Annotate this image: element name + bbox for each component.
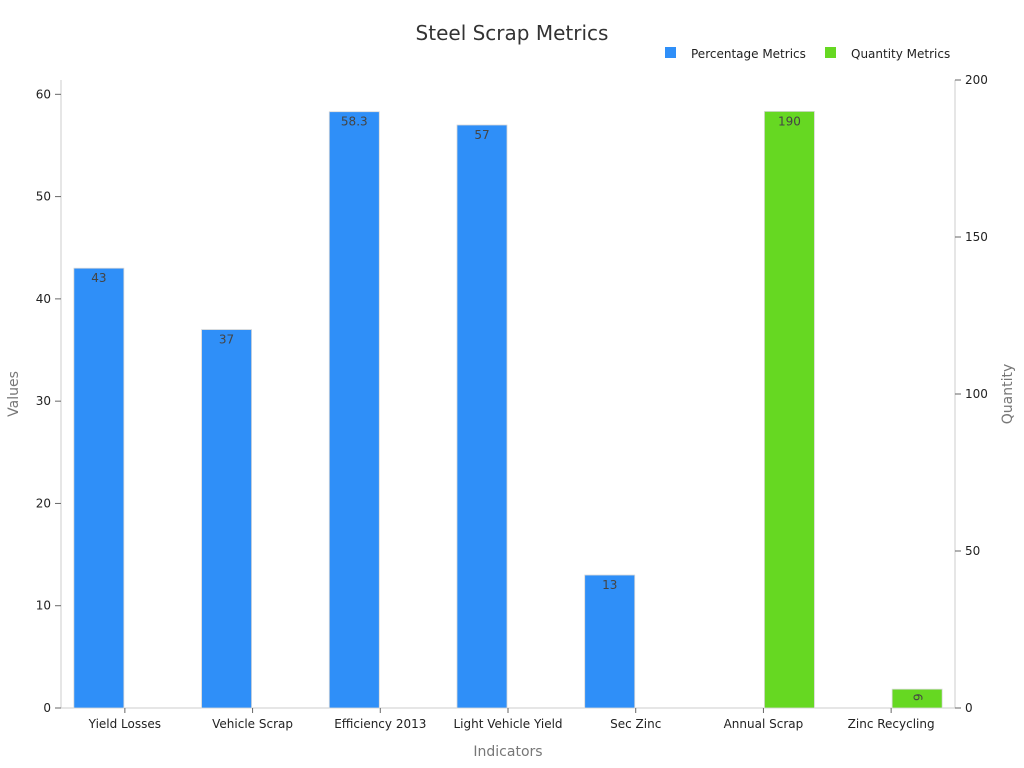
bar xyxy=(73,267,125,709)
x-tick-label: Vehicle Scrap xyxy=(212,717,293,731)
x-tick-label: Zinc Recycling xyxy=(848,717,935,731)
y2-tick-label: 150 xyxy=(965,230,988,244)
legend-swatch-percentage xyxy=(665,47,676,58)
y-tick-label: 60 xyxy=(36,87,51,101)
data-label: 6 xyxy=(911,693,925,701)
data-label: 13 xyxy=(602,578,617,592)
y-tick-label: 50 xyxy=(36,190,51,204)
plot-area: 0 10 20 30 40 50 60 0 50 100 150 200 Yield Losses Veh… xyxy=(36,73,988,731)
y2-tick-label: 0 xyxy=(965,701,973,715)
x-tick-label: Sec Zinc xyxy=(610,717,661,731)
y-axis-title: Values xyxy=(6,371,22,417)
bar xyxy=(891,688,943,709)
y-tick-label: 30 xyxy=(36,394,51,408)
y2-tick-label: 100 xyxy=(965,387,988,401)
y-tick-label: 20 xyxy=(36,496,51,510)
data-label: 57 xyxy=(474,128,489,142)
x-tick-label: Yield Losses xyxy=(88,717,161,731)
chart-title: Steel Scrap Metrics xyxy=(416,21,609,45)
y-tick-label: 40 xyxy=(36,292,51,306)
bar xyxy=(584,574,636,709)
bar xyxy=(456,124,508,709)
bar xyxy=(201,329,252,709)
bar xyxy=(764,111,815,709)
bar xyxy=(328,111,380,709)
data-label: 37 xyxy=(219,333,234,347)
y-tick-label: 0 xyxy=(43,701,51,715)
legend: Percentage Metrics Quantity Metrics xyxy=(665,47,950,61)
legend-label-quantity: Quantity Metrics xyxy=(851,47,950,61)
y-tick-label: 10 xyxy=(36,599,51,613)
y2-axis-title: Quantity xyxy=(1000,364,1016,425)
legend-label-percentage: Percentage Metrics xyxy=(691,47,806,61)
data-label: 58.3 xyxy=(341,115,368,129)
data-label: 43 xyxy=(91,271,106,285)
x-tick-label: Light Vehicle Yield xyxy=(453,717,562,731)
x-tick-label: Efficiency 2013 xyxy=(334,717,426,731)
y2-tick-label: 200 xyxy=(965,73,988,87)
x-tick-label: Annual Scrap xyxy=(724,717,804,731)
data-label: 190 xyxy=(778,114,801,128)
x-axis-title: Indicators xyxy=(473,744,542,760)
y2-tick-label: 50 xyxy=(965,544,980,558)
legend-swatch-quantity xyxy=(825,47,836,58)
